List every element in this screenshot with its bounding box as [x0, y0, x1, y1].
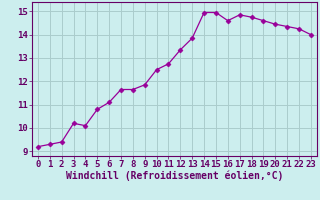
X-axis label: Windchill (Refroidissement éolien,°C): Windchill (Refroidissement éolien,°C)	[66, 171, 283, 181]
